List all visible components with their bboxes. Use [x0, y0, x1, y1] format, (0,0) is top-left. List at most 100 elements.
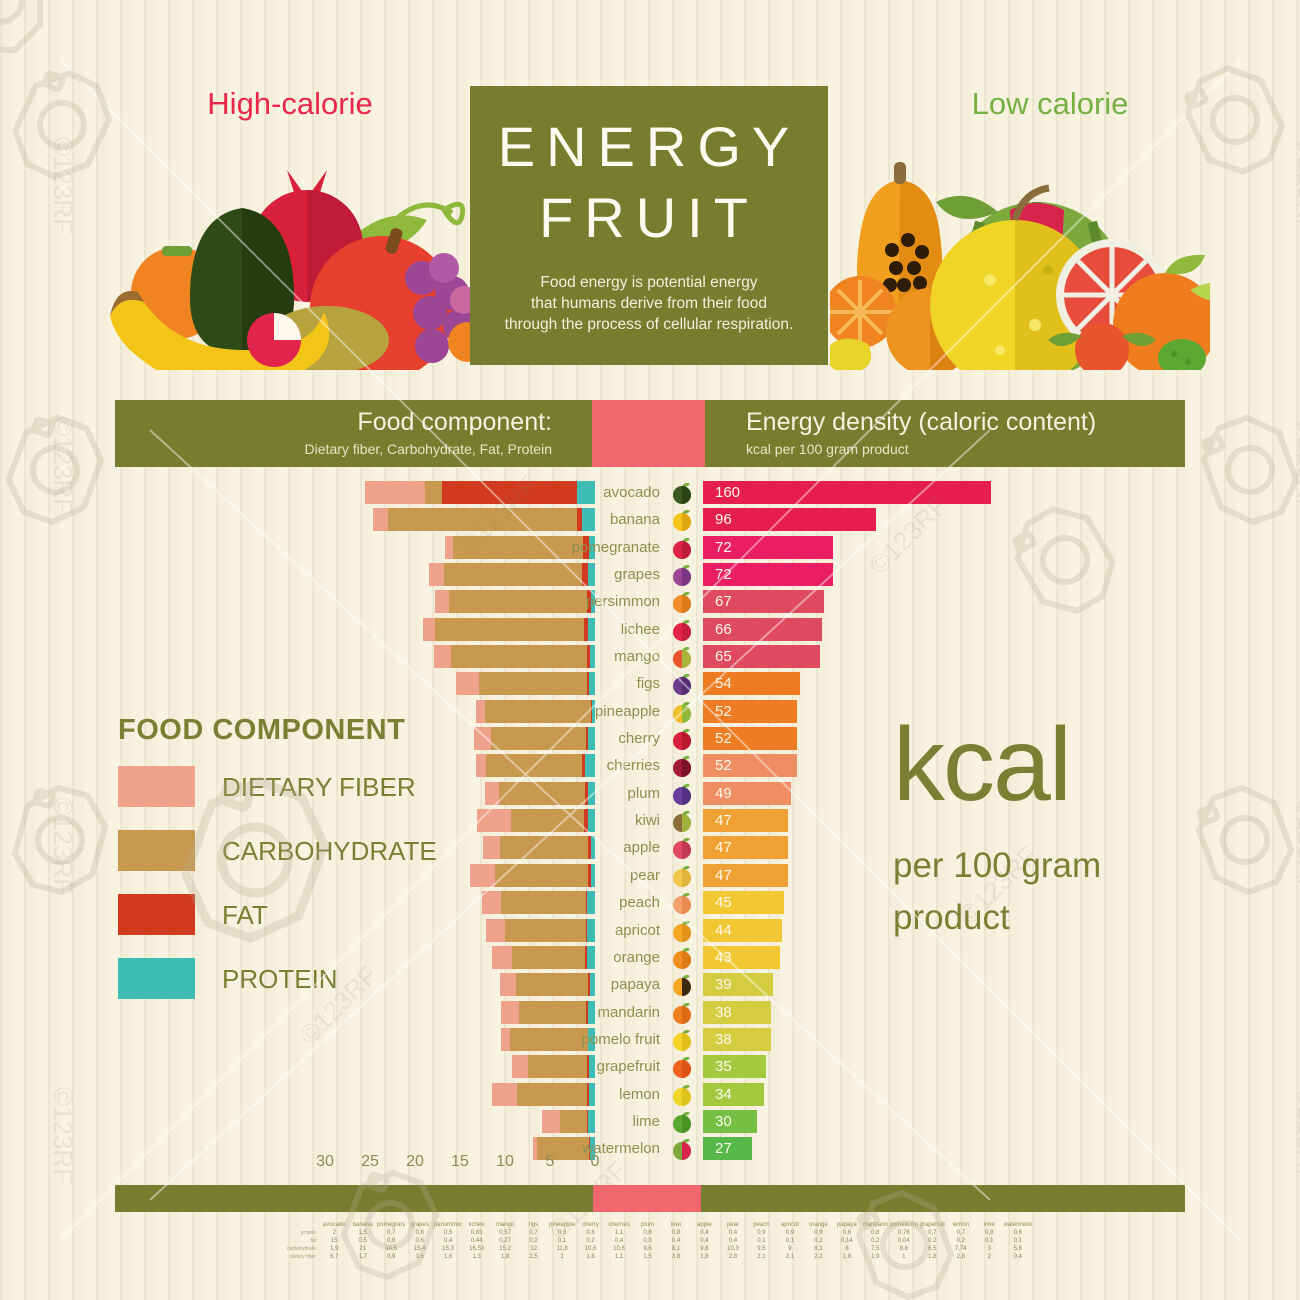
table-value: 0,2 [586, 1238, 595, 1244]
kiwi-icon [673, 811, 691, 833]
table-value: 0,6 [415, 1238, 424, 1244]
kcal-note-line2: product [893, 898, 1010, 937]
carbohydrate-segment [495, 863, 588, 887]
dietary-fiber-segment [486, 918, 506, 942]
fruit-name-label: apple [623, 839, 660, 857]
lemon-icon [673, 1084, 691, 1106]
protein-segment [587, 1000, 595, 1024]
fruit-row: pineapple 52 [0, 698, 1300, 725]
kcal-bar: 49 [703, 781, 792, 805]
component-stacked-bar [0, 563, 595, 587]
component-stacked-bar [0, 672, 595, 696]
carbohydrate-segment [434, 617, 584, 641]
fat-segment [586, 1082, 589, 1106]
table-value: 15,4 [413, 1246, 426, 1252]
carbohydrate-segment [510, 1027, 588, 1051]
table-header: cherries [608, 1222, 630, 1228]
component-stacked-bar [0, 781, 595, 805]
dietary-fiber-segment [492, 1082, 518, 1106]
table-value: 10,6 [613, 1246, 625, 1252]
kcal-bar: 72 [703, 535, 833, 559]
table-value: 2,5 [529, 1254, 538, 1260]
fruit-row: peach 45 [0, 889, 1300, 916]
fruit-name-label: pomegranate [571, 538, 660, 556]
fruit-row: pear 47 [0, 862, 1300, 889]
table-value: 0,4 [700, 1230, 709, 1236]
table-value: 0,8 [985, 1230, 994, 1236]
cherry-icon [673, 728, 691, 751]
table-header: kiwi [670, 1222, 681, 1228]
carbohydrate-segment [559, 1109, 587, 1133]
fruit-name-label: lime [632, 1112, 660, 1130]
component-stacked-bar [0, 1027, 595, 1051]
table-header: banana [352, 1222, 373, 1228]
carbohydrate-segment [449, 590, 587, 614]
kcal-value: 49 [715, 784, 732, 802]
kcal-bar: 45 [703, 891, 784, 915]
table-value: 11,8 [556, 1246, 568, 1252]
kcal-bar: 38 [703, 1000, 772, 1024]
kcal-value: 47 [715, 839, 732, 857]
table-value: 0,6 [387, 1238, 396, 1244]
band-left-header: Food component: Dietary fiber, Carbohydr… [115, 400, 592, 467]
lichee-icon [673, 619, 691, 641]
table-value: 0,4 [443, 1238, 453, 1244]
fruit-row: lemon 34 [0, 1081, 1300, 1108]
table-header: orange [809, 1222, 828, 1228]
kcal-value: 66 [715, 620, 732, 638]
fruit-row: papaya 39 [0, 971, 1300, 998]
fat-segment [583, 535, 589, 559]
kcal-value: 54 [715, 675, 732, 693]
component-stacked-bar [0, 809, 595, 833]
table-value: 0,8 [871, 1230, 880, 1236]
table-row-label: protein [300, 1230, 316, 1236]
food-component-subheader: Dietary fiber, Carbohydrate, Fat, Protei… [304, 441, 552, 457]
pear-icon [673, 865, 691, 887]
protein-segment [587, 809, 595, 833]
table-header: mandarin [862, 1222, 888, 1228]
legend-swatch [118, 894, 195, 935]
component-stacked-bar [0, 1082, 595, 1106]
protein-segment [588, 1055, 595, 1079]
table-header: lemon [952, 1222, 969, 1228]
protein-segment [586, 918, 595, 942]
protein-segment [581, 508, 595, 532]
kcal-value: 65 [715, 648, 732, 666]
carbohydrate-segment [478, 672, 587, 696]
kcal-value: 30 [715, 1112, 732, 1130]
fruit-row: plum 49 [0, 780, 1300, 807]
table-value: 0,7 [387, 1230, 396, 1236]
kcal-bar: 72 [703, 563, 833, 587]
fruit-name-label: cherries [606, 757, 660, 775]
dietary-fiber-segment [444, 535, 453, 559]
fat-segment [587, 863, 592, 887]
table-value: 14,5 [385, 1246, 398, 1252]
table-header: apple [697, 1222, 712, 1228]
carbohydrate-segment [452, 535, 584, 559]
axis-tick-5: 5 [545, 1153, 555, 1170]
carbohydrate-segment [518, 1000, 587, 1024]
high-calorie-label: High-calorie [207, 86, 373, 121]
fruit-name-label: figs [636, 675, 660, 693]
table-value: 2,1 [785, 1254, 795, 1260]
table-value: 0,1 [1013, 1238, 1022, 1244]
component-stacked-bar [0, 1109, 595, 1133]
fruit-row: avocado 160 [0, 479, 1300, 506]
table-header: grapes [410, 1222, 429, 1228]
table-value: 0,44 [470, 1238, 483, 1244]
persimmon-icon [673, 592, 691, 614]
table-value: 0,2 [928, 1238, 937, 1244]
table-value: 0,14 [841, 1238, 853, 1244]
kcal-bar: 39 [703, 973, 774, 997]
table-corner [242, 1222, 320, 1228]
carbohydrate-segment [490, 727, 587, 751]
dietary-fiber-segment [434, 590, 450, 614]
table-value: 5,8 [1013, 1246, 1022, 1252]
fat-segment [586, 672, 589, 696]
pineapple-icon [673, 701, 691, 723]
kcal-bar: 35 [703, 1055, 766, 1079]
table-value: 0,83 [470, 1230, 483, 1236]
fruit-name-label: kiwi [635, 812, 660, 830]
component-stacked-bar [0, 918, 595, 942]
